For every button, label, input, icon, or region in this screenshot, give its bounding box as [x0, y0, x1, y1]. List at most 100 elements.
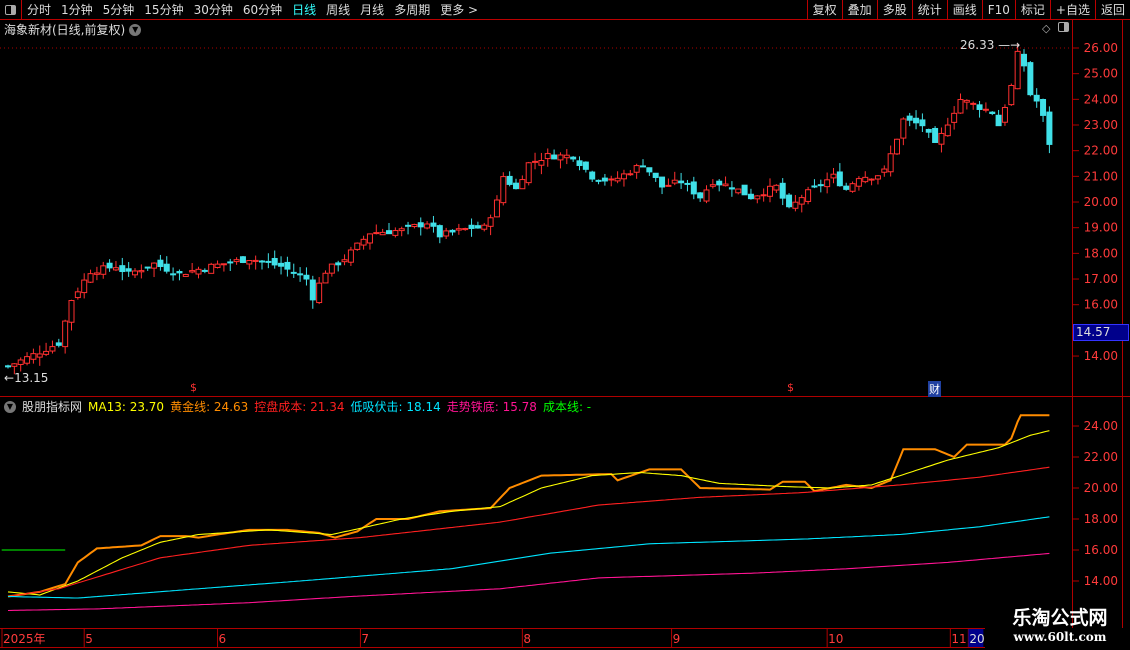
price-tick-label: 24.00: [1084, 92, 1118, 106]
candle-body: [151, 262, 158, 269]
candle-body: [513, 182, 519, 190]
toolbar-button[interactable]: +自选: [1049, 0, 1095, 20]
toolbar-button[interactable]: 多股: [876, 0, 912, 20]
toolbar-button[interactable]: 返回: [1094, 0, 1130, 20]
indicator-tick-label: 18.00: [1084, 512, 1118, 526]
dollar-marker[interactable]: $: [190, 381, 197, 394]
candle-body: [760, 194, 767, 197]
price-tick-label: 16.00: [1084, 298, 1118, 312]
candle-body: [716, 180, 723, 186]
candle-body: [906, 115, 913, 121]
candle-body: [671, 179, 678, 184]
price-tick-label: 25.00: [1084, 67, 1118, 81]
candle-body: [468, 224, 475, 229]
candle-body: [106, 262, 113, 269]
panel-icon[interactable]: [1058, 22, 1069, 32]
period-tab[interactable]: 多周期: [394, 2, 431, 17]
candle-body: [271, 257, 278, 266]
candle-body: [887, 153, 894, 173]
candle-body: [233, 259, 240, 263]
candle-body: [786, 194, 793, 208]
candle-body: [1033, 94, 1040, 102]
candle-body: [963, 99, 970, 103]
candle-body: [430, 222, 437, 227]
dollar-marker[interactable]: $: [787, 381, 794, 394]
finance-marker[interactable]: 财: [928, 381, 941, 397]
candle-body: [652, 172, 659, 178]
candle-body: [455, 228, 462, 231]
cursor-date-box: [968, 629, 984, 647]
indicator-tick-label: 20.00: [1084, 481, 1118, 495]
current-price-tag: 14.57: [1073, 324, 1129, 341]
diamond-icon[interactable]: ◇: [1042, 22, 1051, 35]
candle-body: [614, 177, 621, 182]
candle-body: [519, 179, 526, 190]
price-tick-label: 26.00: [1084, 41, 1118, 55]
period-tab[interactable]: 30分钟: [193, 2, 233, 17]
toolbar-button[interactable]: 复权: [806, 0, 842, 20]
candle-body: [309, 279, 316, 301]
candle-body: [1027, 62, 1034, 96]
low-price-value: 13.15: [14, 371, 49, 385]
period-tab[interactable]: 周线: [326, 2, 351, 17]
toolbar-button[interactable]: 统计: [911, 0, 947, 20]
indicator-value: 黄金线: 24.63: [170, 400, 249, 414]
candle-body: [246, 260, 253, 265]
candle-body: [182, 273, 189, 277]
candle-body: [30, 353, 37, 360]
chevron-down-icon[interactable]: ▼: [129, 23, 142, 36]
candle-body: [862, 176, 869, 183]
candle-body: [830, 173, 837, 179]
candle-body: [74, 291, 81, 299]
period-tab[interactable]: 1分钟: [61, 2, 93, 17]
candle-body: [297, 273, 304, 276]
candle-body: [462, 228, 469, 231]
candle-body: [55, 342, 62, 346]
time-axis-label: 7: [361, 632, 369, 646]
indicator-tick-label: 22.00: [1084, 450, 1118, 464]
candle-body: [112, 267, 119, 271]
candle-body: [525, 162, 532, 184]
period-tab[interactable]: 15分钟: [144, 2, 184, 17]
candle-body: [290, 271, 297, 274]
candle-body: [417, 222, 424, 228]
indicator-name[interactable]: 股朋指标网: [22, 400, 83, 414]
candle-body: [811, 185, 818, 188]
candle-body: [601, 177, 608, 182]
period-tab[interactable]: 更多 >: [440, 2, 479, 17]
toolbar-button[interactable]: 叠加: [841, 0, 877, 20]
candle-body: [227, 261, 234, 264]
layout-toggle-button[interactable]: [0, 0, 22, 20]
candle-body: [817, 184, 824, 187]
stock-title[interactable]: 海象新材(日线,前复权) ▼: [4, 21, 142, 38]
candle-body: [278, 262, 285, 267]
candle-body: [741, 184, 748, 196]
period-tab[interactable]: 分时: [27, 2, 52, 17]
period-tab[interactable]: 5分钟: [102, 2, 135, 17]
candle-body: [347, 249, 354, 263]
price-tick-label: 17.00: [1084, 272, 1118, 286]
candle-body: [627, 173, 634, 176]
chevron-down-icon[interactable]: ▼: [4, 400, 16, 413]
candle-body: [722, 183, 729, 187]
toolbar-button[interactable]: 画线: [946, 0, 982, 20]
candle-body: [754, 195, 761, 200]
candle-body: [881, 168, 888, 173]
toolbar-button[interactable]: 标记: [1014, 0, 1050, 20]
period-tab[interactable]: 60分钟: [242, 2, 283, 17]
candle-body: [551, 154, 558, 160]
candle-body: [411, 223, 418, 228]
candle-body: [443, 230, 450, 237]
toolbar-button[interactable]: F10: [981, 0, 1015, 20]
period-tab[interactable]: 月线: [360, 2, 385, 17]
period-tab[interactable]: 日线: [292, 2, 317, 17]
price-tick-label: 14.00: [1084, 349, 1118, 363]
candle-body: [703, 189, 710, 202]
candle-body: [805, 189, 812, 202]
candle-body: [119, 265, 126, 273]
candle-body: [576, 160, 583, 167]
candle-body: [341, 259, 348, 263]
candle-body: [220, 263, 227, 266]
candle-body: [957, 99, 964, 114]
